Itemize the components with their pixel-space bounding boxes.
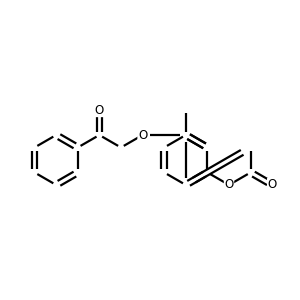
Text: O: O (138, 128, 147, 142)
Text: O: O (224, 178, 234, 191)
Text: O: O (95, 103, 104, 117)
Text: O: O (268, 178, 277, 191)
